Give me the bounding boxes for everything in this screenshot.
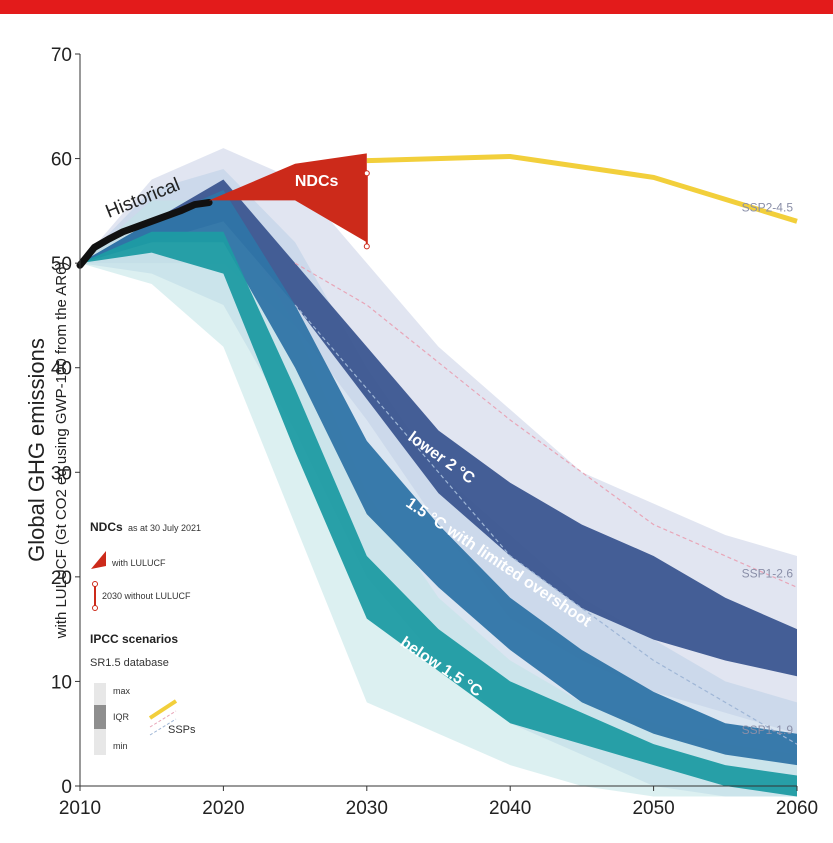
y-axis-sublabel: with LULUCF (Gt CO2 eq using GWP-100 fro…: [53, 262, 70, 640]
historical-line: [76, 198, 213, 269]
ssp-line-ssp2-4-5: [366, 153, 798, 224]
legend-ssp-yellow-swatch: [148, 699, 178, 720]
legend-ndc-with-lulucf-swatch: [91, 551, 106, 569]
x-tick-label: 2020: [202, 798, 244, 819]
legend-ssp-blue-swatch: [149, 718, 177, 736]
legend-max-label: max: [113, 686, 131, 696]
y-tick-label: 60: [51, 150, 72, 171]
legend-sr15-label: SR1.5 database: [90, 657, 169, 669]
legend-without-lulucf-cap-bottom: [92, 605, 98, 611]
x-tick-label: 2040: [489, 798, 531, 819]
y-tick-label: 30: [51, 463, 72, 484]
legend-ssps-label: SSPs: [168, 724, 196, 736]
ndc-series: NDCs: [209, 153, 370, 250]
legend-ipcc-title: IPCC scenarios: [90, 632, 178, 646]
y-axis-label-group: Global GHG emissions with LULUCF (Gt CO2…: [24, 262, 70, 640]
ssp-line-ssp1-1-9: [294, 304, 798, 745]
x-tick-label: 2050: [632, 798, 674, 819]
x-tick-label: 2060: [776, 798, 818, 819]
ssp-line-ssp1-2-6: [294, 262, 798, 588]
scenario-bands: [80, 148, 797, 797]
x-tick-label: 2030: [346, 798, 388, 819]
top-red-banner: [0, 0, 833, 14]
y-axis-label: Global GHG emissions: [24, 338, 49, 562]
ssp-label-ssp1-2-6: SSP1-2.6: [742, 566, 794, 580]
band-iqr-lower2c: [80, 179, 797, 677]
ndc-label: NDCs: [295, 173, 339, 190]
legend-without-lulucf-label: 2030 without LULUCF: [102, 591, 191, 601]
ssp-lines: SSP2-4.5 SSP1-2.6 SSP1-1.9: [294, 153, 798, 745]
y-tick-label: 50: [51, 254, 72, 275]
legend-ndc-title: NDCs: [90, 520, 123, 534]
y-tick-label: 20: [51, 568, 72, 589]
legend-iqr-swatch: [94, 705, 106, 729]
y-tick-label: 0: [61, 777, 72, 798]
ndc-without-lulucf-max: [363, 170, 370, 177]
legend-min-label: min: [113, 741, 128, 751]
ssp-label-ssp2-4-5: SSP2-4.5: [742, 200, 794, 214]
legend-iqr-label: IQR: [113, 712, 130, 722]
x-tick-label: 2010: [59, 798, 101, 819]
ssp-label-ssp1-1-9: SSP1-1.9: [742, 723, 794, 737]
legend-with-lulucf-label: with LULUCF: [111, 558, 166, 568]
ndc-wedge: [209, 153, 367, 243]
legend-ssp-pink-swatch: [149, 710, 177, 728]
y-tick-label: 40: [51, 359, 72, 380]
ndc-without-lulucf-min: [363, 243, 370, 250]
y-tick-label: 70: [51, 45, 72, 66]
y-tick-label: 10: [51, 672, 72, 693]
legend-without-lulucf-cap-top: [92, 581, 98, 587]
legend: NDCs as at 30 July 2021 with LULUCF 2030…: [84, 497, 201, 770]
legend-ndc-subtitle: as at 30 July 2021: [128, 523, 201, 533]
